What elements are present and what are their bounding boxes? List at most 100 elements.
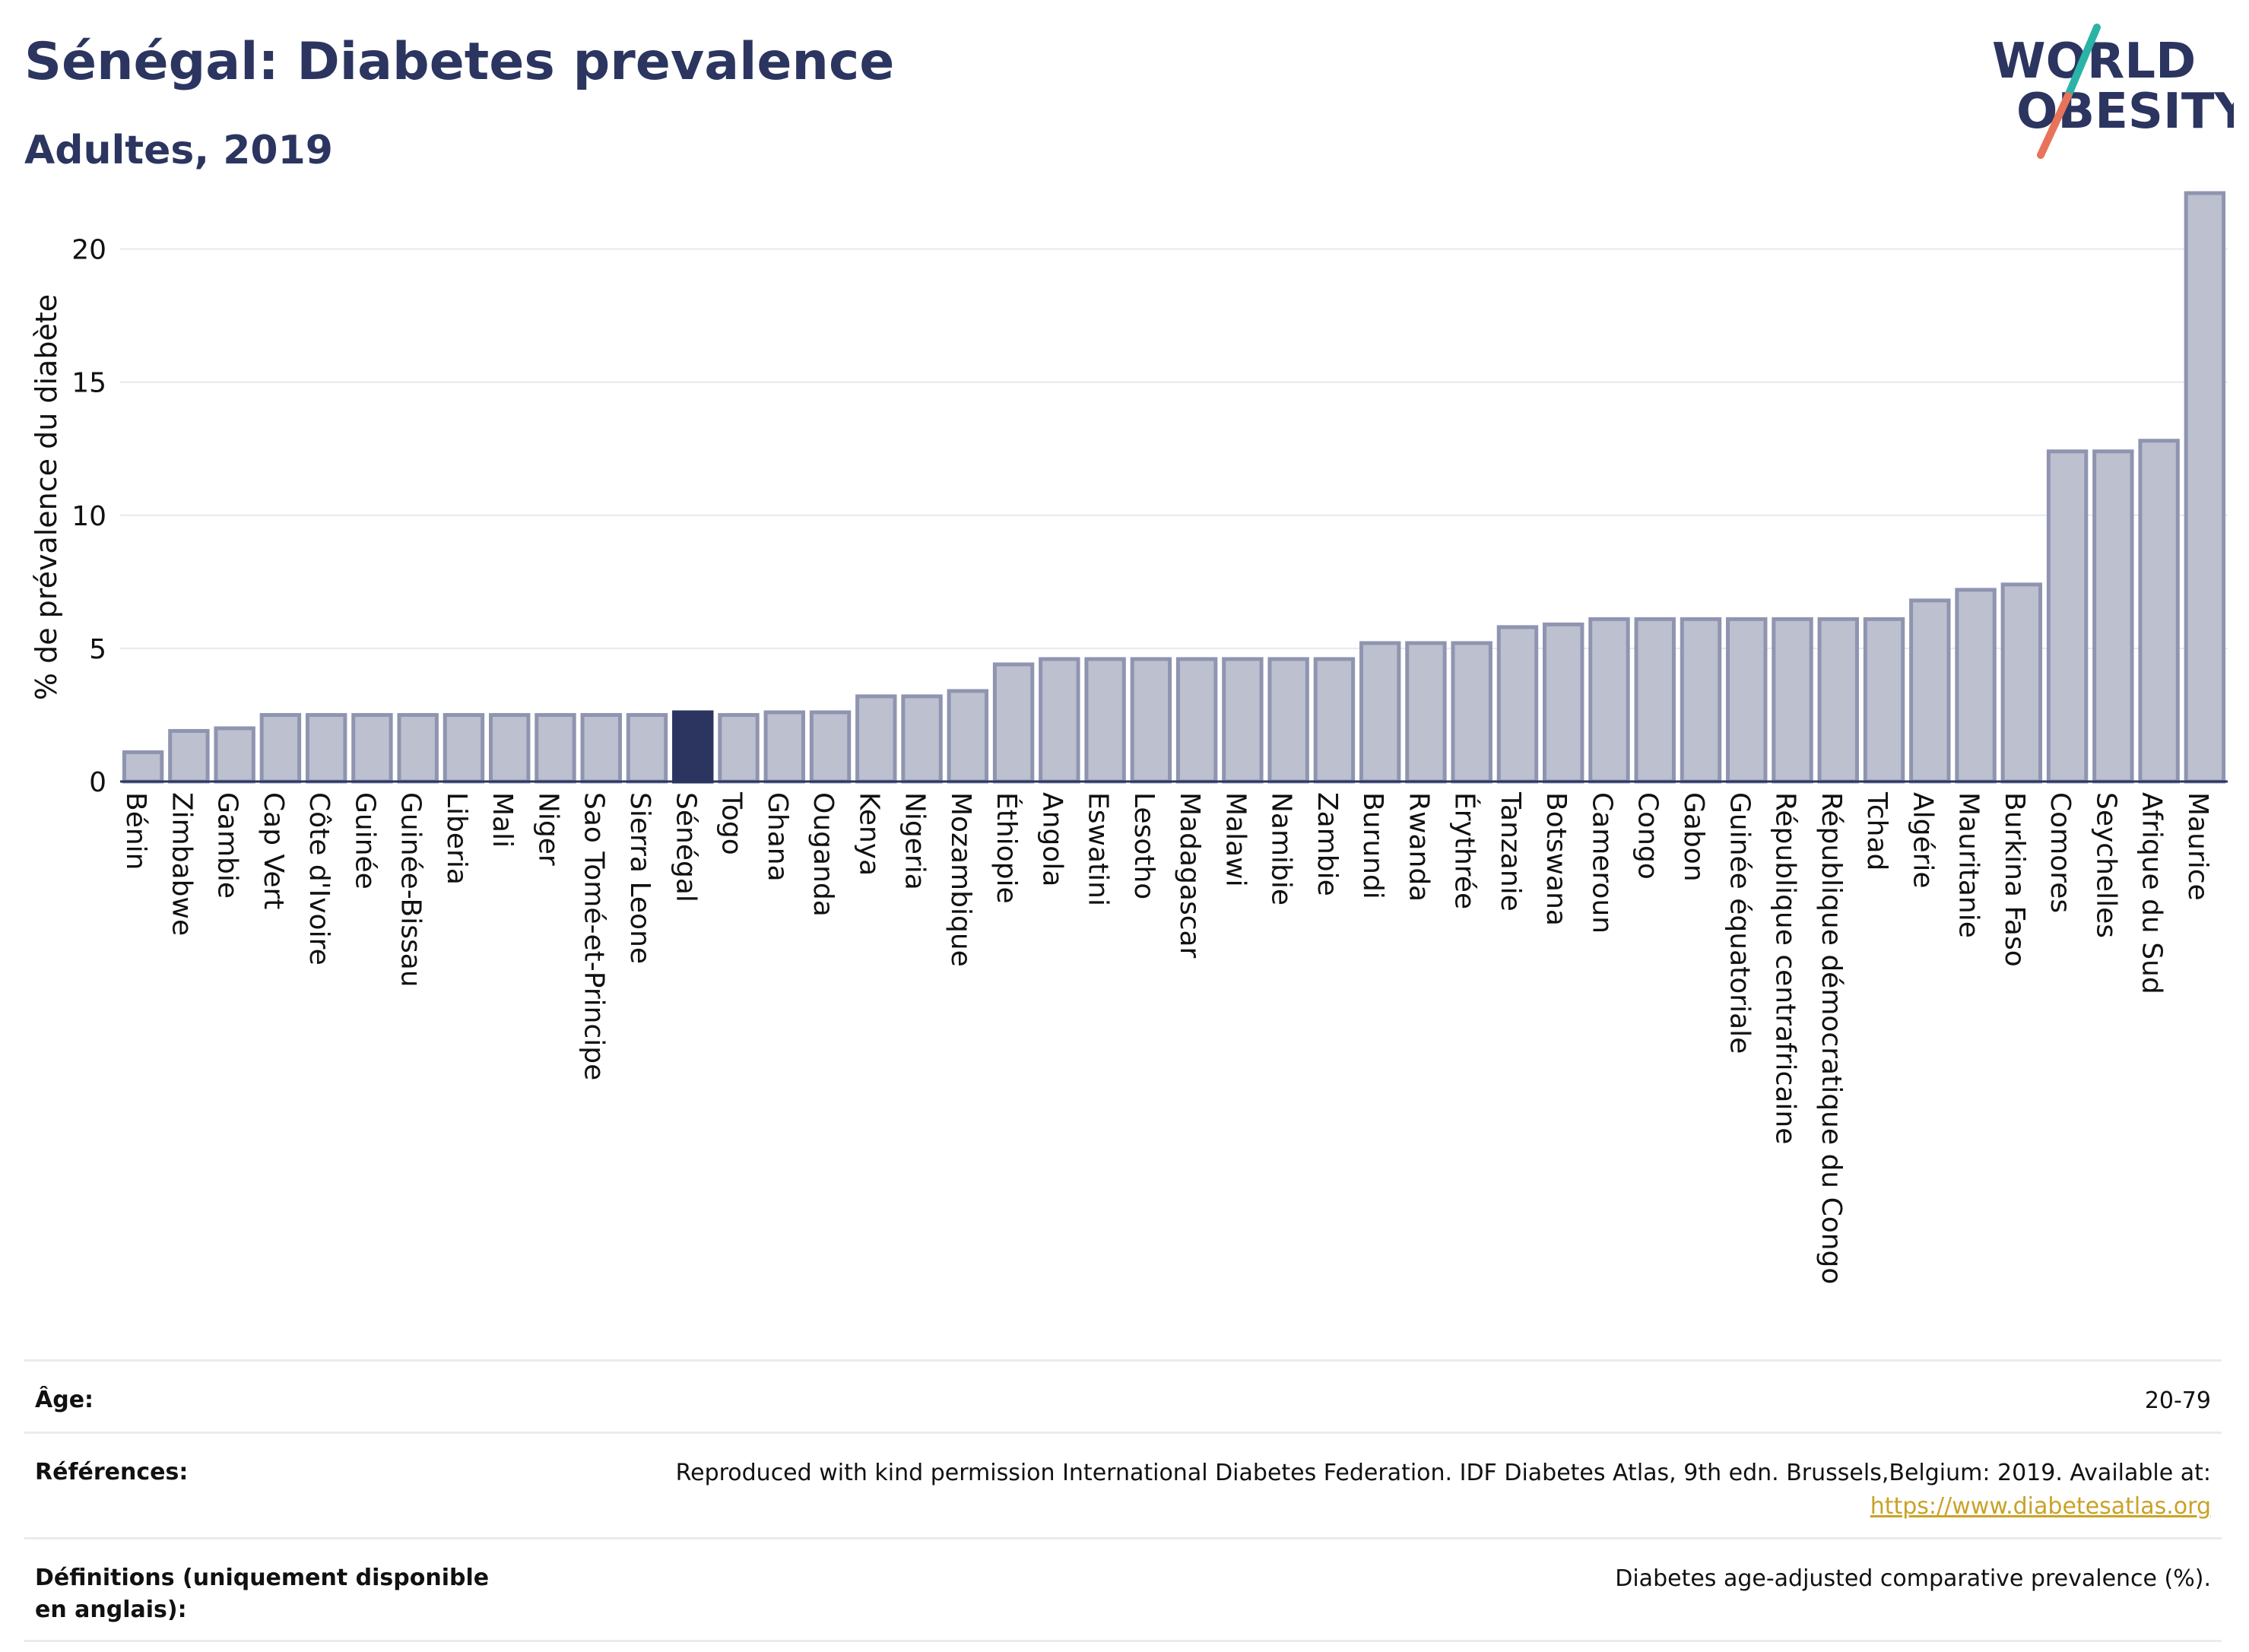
bar-4[interactable] bbox=[305, 712, 347, 784]
bar-43[interactable] bbox=[2092, 449, 2134, 784]
bar-40[interactable] bbox=[1955, 588, 1997, 784]
bar-27[interactable] bbox=[1359, 641, 1401, 784]
bar-11[interactable] bbox=[626, 712, 668, 784]
references-value: Reproduced with kind permission Internat… bbox=[676, 1457, 2211, 1524]
x-tick-label: Afrique du Sud bbox=[2136, 792, 2168, 994]
x-tick-label: Rwanda bbox=[1403, 792, 1434, 902]
y-tick-label: 15 bbox=[71, 368, 106, 399]
bar-3[interactable] bbox=[259, 712, 302, 784]
references-link[interactable]: https://www.diabetesatlas.org bbox=[1870, 1493, 2211, 1520]
bar-chart: 0 5 10 15 20 Bénin Zimbabwe Gambie Cap Vert Côte… bbox=[30, 191, 2228, 1284]
x-tick-label: Ghana bbox=[762, 792, 793, 882]
bar-38[interactable] bbox=[1863, 617, 1905, 784]
bar-25[interactable] bbox=[1267, 657, 1309, 784]
bar-41[interactable] bbox=[2000, 582, 2043, 784]
x-tick-label: Sierra Leone bbox=[624, 792, 655, 964]
x-tick-label: Ouganda bbox=[807, 792, 839, 917]
bar-29[interactable] bbox=[1451, 641, 1492, 784]
bar-34[interactable] bbox=[1680, 617, 1722, 784]
x-tick-label: Liberia bbox=[441, 792, 472, 885]
logo-slash-bottom bbox=[2037, 92, 2072, 159]
x-tick-label: Burundi bbox=[1357, 792, 1388, 899]
bar-31[interactable] bbox=[1543, 622, 1584, 784]
bar-19[interactable] bbox=[992, 662, 1035, 784]
bar-37[interactable] bbox=[1817, 617, 1859, 784]
x-tick-label: Comores bbox=[2044, 792, 2076, 913]
x-tick-label: Angola bbox=[1036, 792, 1067, 886]
x-tick-label: Zimbabwe bbox=[166, 792, 197, 936]
x-tick-label: Guinée équatoriale bbox=[1724, 792, 1755, 1054]
x-tick-label: Cap Vert bbox=[258, 792, 289, 909]
bar-23[interactable] bbox=[1175, 657, 1218, 784]
bar-21[interactable] bbox=[1084, 657, 1126, 784]
bar-22[interactable] bbox=[1130, 657, 1172, 784]
x-tick-label: Maurice bbox=[2182, 792, 2213, 901]
chart-title: Sénégal: Diabetes prevalence bbox=[24, 32, 895, 92]
bar-16[interactable] bbox=[855, 694, 897, 784]
y-axis-ticks: 0 5 10 15 20 bbox=[71, 235, 106, 798]
x-tick-label: Lesotho bbox=[1128, 792, 1159, 899]
x-tick-label: Mali bbox=[487, 792, 518, 848]
bar-5[interactable] bbox=[351, 712, 393, 784]
bar-30[interactable] bbox=[1496, 625, 1539, 784]
x-tick-label: Zambie bbox=[1312, 792, 1343, 896]
references-label: Références: bbox=[35, 1459, 189, 1486]
definitions-label: Définitions (uniquement disponible en an… bbox=[35, 1565, 490, 1623]
y-tick-label: 20 bbox=[71, 235, 106, 266]
bar-8[interactable] bbox=[489, 712, 531, 784]
x-tick-label: Nigeria bbox=[899, 792, 931, 890]
x-tick-label: République centrafricaine bbox=[1770, 792, 1801, 1144]
bar-18[interactable] bbox=[947, 689, 989, 784]
bar-24[interactable] bbox=[1222, 657, 1264, 784]
bar-7[interactable] bbox=[443, 712, 485, 784]
bar-33[interactable] bbox=[1634, 617, 1676, 784]
bar-0[interactable] bbox=[122, 750, 164, 784]
x-tick-label: Gambie bbox=[212, 792, 243, 899]
bar-15[interactable] bbox=[809, 710, 852, 784]
bar-9[interactable] bbox=[534, 712, 576, 784]
references-text: Reproduced with kind permission Internat… bbox=[675, 1460, 2211, 1486]
bar-10[interactable] bbox=[580, 712, 622, 784]
x-tick-label: Niger bbox=[532, 792, 563, 866]
x-tick-label: Guinée bbox=[349, 792, 380, 889]
bar-6[interactable] bbox=[397, 712, 439, 784]
bar-20[interactable] bbox=[1039, 657, 1080, 784]
x-tick-label: Mozambique bbox=[945, 792, 976, 967]
logo-slash-top bbox=[2064, 24, 2101, 100]
x-tick-label: Algérie bbox=[1907, 792, 1938, 889]
bar-44[interactable] bbox=[2138, 439, 2180, 784]
x-tick-label: Congo bbox=[1632, 792, 1664, 880]
definitions-value: Diabetes age-adjusted comparative preval… bbox=[1615, 1565, 2211, 1592]
bar-1[interactable] bbox=[168, 728, 210, 784]
bar-2[interactable] bbox=[214, 726, 255, 784]
chart-subtitle: Adultes, 2019 bbox=[24, 128, 333, 173]
bar-39[interactable] bbox=[1909, 598, 1951, 784]
age-value: 20-79 bbox=[2144, 1387, 2211, 1414]
y-axis-title: % de prévalence du diabète bbox=[30, 294, 63, 700]
bar-12[interactable] bbox=[672, 710, 714, 784]
bar-35[interactable] bbox=[1726, 617, 1768, 784]
bar-42[interactable] bbox=[2046, 449, 2089, 784]
x-tick-label: Seychelles bbox=[2090, 792, 2121, 938]
x-axis-labels: Bénin Zimbabwe Gambie Cap Vert Côte d'Ivoire… bbox=[120, 791, 2213, 1284]
bar-14[interactable] bbox=[763, 710, 805, 784]
x-tick-label: Gabon bbox=[1678, 792, 1709, 882]
details-row-definitions: Définitions (uniquement disponible en an… bbox=[24, 1537, 2222, 1642]
x-tick-label: Sénégal bbox=[670, 792, 701, 902]
x-tick-label: Togo bbox=[716, 791, 747, 855]
bar-32[interactable] bbox=[1588, 617, 1630, 784]
bar-17[interactable] bbox=[901, 694, 943, 784]
x-tick-label: Kenya bbox=[853, 792, 884, 876]
world-obesity-logo[interactable]: WORLD OBESITY bbox=[1983, 23, 2234, 160]
age-label: Âge: bbox=[35, 1387, 94, 1413]
x-tick-label: Bénin bbox=[120, 792, 151, 870]
x-tick-label: Mauritanie bbox=[1953, 792, 1984, 938]
bar-28[interactable] bbox=[1405, 641, 1447, 784]
bar-13[interactable] bbox=[718, 712, 760, 784]
bar-26[interactable] bbox=[1313, 657, 1356, 784]
details-row-age: Âge: 20-79 bbox=[24, 1359, 2222, 1432]
bar-36[interactable] bbox=[1772, 617, 1813, 784]
x-tick-label: Madagascar bbox=[1174, 792, 1205, 959]
bar-45[interactable] bbox=[2184, 191, 2226, 784]
x-tick-label: Eswatini bbox=[1083, 792, 1114, 906]
